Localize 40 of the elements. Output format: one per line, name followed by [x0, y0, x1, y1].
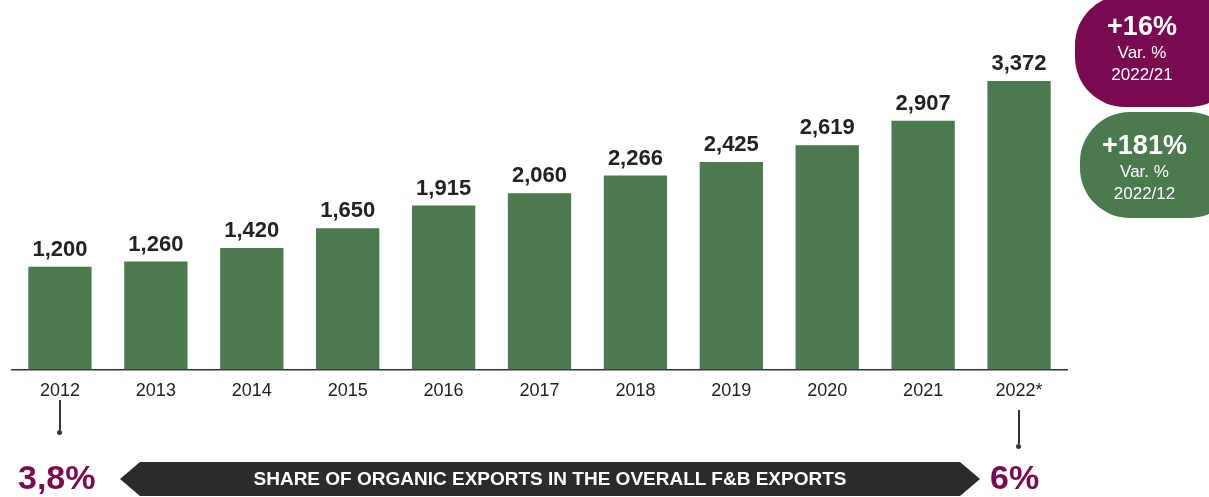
- bar: [507, 193, 572, 370]
- bar: [795, 145, 859, 370]
- bar: [891, 120, 955, 370]
- text: 6%: [990, 458, 1040, 497]
- x-tick-label: 2017: [519, 380, 560, 401]
- bar: [28, 266, 92, 370]
- x-tick-label: 2021: [903, 380, 944, 401]
- x-tick-label: 2015: [327, 380, 368, 401]
- x-tick-label: 2019: [711, 380, 752, 401]
- bar: [124, 261, 188, 370]
- data-label: 1,260: [128, 230, 184, 256]
- x-tick-label: 2013: [135, 380, 176, 401]
- data-label: 1,650: [320, 197, 376, 223]
- bar: [316, 228, 380, 370]
- text: 3,8%: [18, 458, 96, 497]
- text: Var. % 2022/12: [1112, 161, 1177, 205]
- data-label: 2,619: [799, 114, 855, 140]
- bar: [699, 161, 763, 370]
- bar: [987, 80, 1051, 370]
- x-tick-label: 2022*: [995, 380, 1043, 401]
- text: +16%: [1106, 11, 1178, 42]
- data-label: 3,372: [991, 50, 1047, 76]
- x-tick-label: 2014: [231, 380, 272, 401]
- x-tick-label: 2018: [615, 380, 656, 401]
- data-label: 2,425: [703, 131, 759, 157]
- bar: [603, 175, 668, 370]
- text: SHARE OF ORGANIC EXPORTS IN THE OVERALL F&B EXPORTS: [252, 467, 848, 491]
- data-label: 2,060: [511, 162, 568, 188]
- text: Var. % 2022/21: [1110, 42, 1174, 86]
- data-label: 1,915: [416, 174, 472, 200]
- bar: [411, 205, 476, 370]
- data-label: 1,200: [32, 235, 88, 261]
- data-label: 2,266: [607, 144, 663, 170]
- data-label: 2,907: [895, 89, 951, 115]
- x-tick-label: 2016: [423, 380, 464, 401]
- text: +181%: [1101, 130, 1188, 161]
- bar: [220, 247, 284, 370]
- x-tick-label: 2012: [39, 380, 80, 401]
- data-label: 1,420: [224, 216, 280, 242]
- x-tick-label: 2020: [807, 380, 848, 401]
